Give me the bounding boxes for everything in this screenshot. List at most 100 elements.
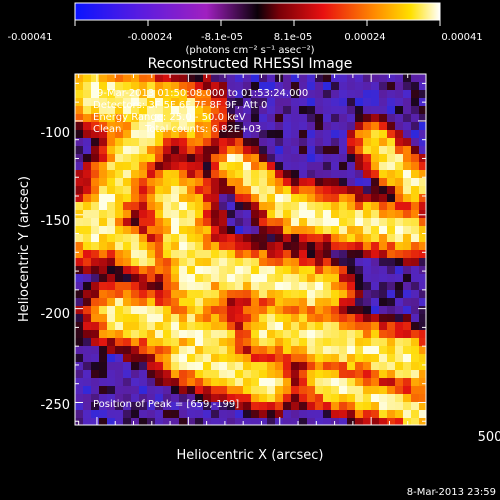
image-pixel xyxy=(131,154,140,163)
image-pixel xyxy=(379,106,388,115)
image-pixel xyxy=(363,362,372,371)
image-pixel xyxy=(275,258,284,267)
image-pixel xyxy=(155,402,164,411)
image-pixel xyxy=(139,250,148,259)
image-pixel xyxy=(347,98,356,107)
image-pixel xyxy=(75,338,84,347)
image-pixel xyxy=(355,362,364,371)
image-pixel xyxy=(139,154,148,163)
image-pixel xyxy=(419,282,426,291)
image-pixel xyxy=(275,146,284,155)
image-pixel xyxy=(211,170,220,179)
image-pixel xyxy=(243,250,252,259)
image-pixel xyxy=(171,130,180,139)
image-pixel xyxy=(371,410,380,419)
image-pixel xyxy=(131,290,140,299)
image-pixel xyxy=(91,210,100,219)
image-pixel xyxy=(347,162,356,171)
image-pixel xyxy=(275,194,284,203)
image-pixel xyxy=(299,210,308,219)
image-pixel xyxy=(347,378,356,387)
image-pixel xyxy=(283,186,292,195)
image-pixel xyxy=(371,178,380,187)
image-pixel xyxy=(219,418,228,425)
image-pixel xyxy=(347,218,356,227)
image-pixel xyxy=(347,114,356,123)
image-pixel xyxy=(291,386,300,395)
image-pixel xyxy=(307,354,316,363)
image-pixel xyxy=(131,202,140,211)
image-pixel xyxy=(291,394,300,403)
image-pixel xyxy=(307,194,316,203)
image-pixel xyxy=(307,338,316,347)
image-pixel xyxy=(83,410,92,419)
image-pixel xyxy=(99,250,108,259)
image-pixel xyxy=(227,378,236,387)
image-pixel xyxy=(355,298,364,307)
image-pixel xyxy=(227,242,236,251)
image-pixel xyxy=(203,346,212,355)
image-pixel xyxy=(403,250,412,259)
plot-frame xyxy=(74,73,427,426)
image-pixel xyxy=(171,218,180,227)
image-pixel xyxy=(331,298,340,307)
image-pixel xyxy=(243,314,252,323)
image-pixel xyxy=(83,386,92,395)
image-pixel xyxy=(291,298,300,307)
image-pixel xyxy=(363,274,372,283)
image-pixel xyxy=(179,394,188,403)
image-pixel xyxy=(75,306,84,315)
image-pixel xyxy=(99,354,108,363)
image-pixel xyxy=(379,162,388,171)
image-pixel xyxy=(219,194,228,203)
image-pixel xyxy=(211,82,220,91)
image-pixel xyxy=(179,370,188,379)
image-pixel xyxy=(331,410,340,419)
image-pixel xyxy=(403,82,412,91)
image-pixel xyxy=(315,362,324,371)
image-pixel xyxy=(195,226,204,235)
image-pixel xyxy=(123,146,132,155)
image-pixel xyxy=(283,314,292,323)
image-pixel xyxy=(75,106,84,115)
image-pixel xyxy=(179,402,188,411)
image-pixel xyxy=(163,330,172,339)
image-pixel xyxy=(179,154,188,163)
image-pixel xyxy=(355,266,364,275)
image-pixel xyxy=(171,154,180,163)
image-pixel xyxy=(171,298,180,307)
image-pixel xyxy=(403,370,412,379)
image-pixel xyxy=(347,346,356,355)
image-pixel xyxy=(219,290,228,299)
image-pixel xyxy=(147,106,156,115)
image-pixel xyxy=(379,282,388,291)
image-pixel xyxy=(243,298,252,307)
image-pixel xyxy=(131,226,140,235)
image-pixel xyxy=(123,106,132,115)
image-pixel xyxy=(91,322,100,331)
image-pixel xyxy=(275,122,284,131)
image-pixel xyxy=(251,186,260,195)
image-pixel xyxy=(419,210,426,219)
image-pixel xyxy=(115,98,124,107)
image-pixel xyxy=(139,402,148,411)
image-pixel xyxy=(107,138,116,147)
image-pixel xyxy=(99,162,108,171)
image-pixel xyxy=(339,362,348,371)
image-pixel xyxy=(251,346,260,355)
image-pixel xyxy=(371,226,380,235)
image-pixel xyxy=(203,186,212,195)
image-pixel xyxy=(339,122,348,131)
image-pixel xyxy=(339,338,348,347)
image-pixel xyxy=(163,394,172,403)
image-pixel xyxy=(315,386,324,395)
image-pixel xyxy=(411,314,420,323)
image-pixel xyxy=(75,258,84,267)
image-pixel xyxy=(315,346,324,355)
image-pixel xyxy=(251,250,260,259)
image-pixel xyxy=(315,402,324,411)
image-pixel xyxy=(203,290,212,299)
image-pixel xyxy=(323,362,332,371)
image-pixel xyxy=(379,74,388,83)
image-pixel xyxy=(291,274,300,283)
